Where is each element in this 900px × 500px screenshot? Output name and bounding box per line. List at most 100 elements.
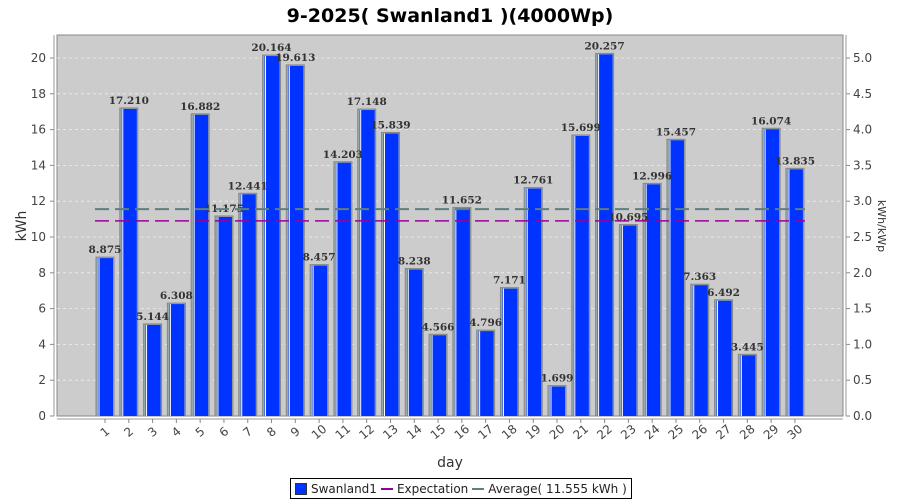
y-right-tick-label: 4.5 [853, 87, 872, 101]
bar-value-label: 7.363 [683, 271, 716, 283]
x-tick-label: 3 [145, 424, 160, 440]
bar [502, 288, 518, 416]
bar [764, 129, 780, 417]
plot-area [56, 34, 844, 417]
legend-swatch-expectation [380, 487, 393, 490]
x-tick-label: 22 [594, 422, 615, 443]
y-tick-label: 4 [38, 337, 46, 351]
x-tick-label: 29 [761, 422, 782, 443]
bar-value-label: 17.148 [347, 96, 387, 108]
bar [264, 56, 280, 417]
x-tick-label: 5 [193, 424, 208, 440]
x-tick-label: 15 [428, 422, 449, 443]
bar [359, 110, 375, 417]
y-axis-right-label: kWh/kWp [875, 200, 888, 252]
bar-value-label: 6.308 [160, 290, 193, 302]
bar [383, 133, 399, 416]
x-tick-label: 17 [475, 422, 496, 443]
legend: Swanland1 Expectation Average( 11.555 kW… [290, 478, 632, 499]
y-right-tick-label: 5.0 [853, 51, 872, 65]
bar-value-label: 16.882 [180, 101, 220, 113]
x-tick-label: 24 [642, 422, 663, 443]
bar [550, 386, 566, 416]
y-right-tick-label: 3.0 [853, 194, 872, 208]
y-right-tick-label: 0.0 [853, 409, 872, 423]
bar-value-label: 8.875 [89, 244, 122, 256]
y-tick-label: 18 [31, 87, 46, 101]
x-tick-label: 2 [121, 424, 136, 440]
bar-value-label: 12.441 [228, 180, 268, 192]
y-tick-label: 12 [31, 194, 46, 208]
bar-value-label: 15.699 [561, 122, 601, 134]
bar-value-label: 16.074 [751, 115, 791, 127]
y-right-tick-label: 3.5 [853, 158, 872, 172]
bar-value-label: 4.566 [422, 321, 455, 333]
bar [787, 169, 803, 416]
bar-value-label: 13.835 [775, 155, 815, 167]
bar [573, 135, 589, 416]
bar [169, 304, 185, 416]
legend-swatch-bar [295, 482, 307, 495]
x-tick-label: 25 [666, 422, 687, 443]
x-tick-label: 19 [523, 422, 544, 443]
bar-value-label: 8.238 [398, 256, 431, 268]
x-tick-label: 6 [217, 424, 232, 440]
x-tick-label: 11 [333, 422, 354, 443]
x-tick-label: 18 [499, 422, 520, 443]
bar-value-label: 6.492 [707, 287, 740, 299]
bar [454, 208, 470, 416]
bar-value-label: 1.699 [541, 373, 574, 385]
bar-value-label: 15.839 [370, 119, 410, 131]
bar-value-label: 3.445 [731, 341, 764, 353]
legend-item: Swanland1 [311, 481, 377, 496]
bar [98, 258, 113, 416]
bar [145, 324, 161, 416]
x-tick-label: 20 [547, 422, 568, 443]
bar [121, 108, 137, 416]
bar [335, 162, 351, 416]
bar-value-label: 14.203 [323, 149, 363, 161]
bar-value-label: 5.144 [136, 311, 169, 323]
bar [193, 114, 209, 417]
bar [621, 225, 637, 416]
x-tick-label: 9 [288, 424, 303, 440]
legend-item: Average( 11.555 kWh ) [488, 481, 627, 496]
y-right-tick-label: 4.0 [853, 123, 872, 137]
bar-value-label: 19.613 [275, 52, 315, 64]
x-tick-label: 27 [713, 422, 734, 443]
x-tick-label: 16 [451, 422, 472, 443]
x-tick-label: 8 [264, 424, 279, 440]
y-tick-label: 20 [31, 51, 46, 65]
chart-title: 9-2025( Swanland1 )(4000Wp) [287, 5, 614, 27]
bar-value-label: 7.171 [493, 275, 526, 287]
x-tick-label: 14 [404, 422, 425, 443]
y-axis-label: kWh [14, 211, 30, 242]
bar-value-label: 10.695 [608, 212, 648, 224]
legend-swatch-average [472, 487, 485, 490]
y-tick-label: 10 [31, 230, 46, 244]
y-right-tick-label: 2.0 [853, 266, 872, 280]
bar-value-label: 4.796 [469, 317, 502, 329]
bar [716, 300, 732, 416]
bar-value-label: 17.210 [109, 95, 149, 107]
bar-value-label: 8.457 [303, 252, 336, 264]
bar [407, 269, 423, 416]
bar-value-label: 20.164 [251, 42, 291, 54]
bar [478, 331, 494, 416]
x-tick-label: 23 [618, 422, 639, 443]
bar-value-label: 12.996 [632, 170, 672, 182]
x-tick-label: 21 [570, 422, 591, 443]
bar [240, 194, 256, 416]
bar [740, 355, 756, 416]
y-tick-label: 0 [38, 409, 46, 423]
x-tick-label: 4 [169, 424, 184, 440]
bar-value-label: 12.761 [513, 175, 553, 187]
bar [526, 188, 542, 416]
x-tick-label: 30 [785, 422, 806, 443]
y-tick-label: 2 [38, 373, 46, 387]
y-right-tick-label: 1.5 [853, 302, 872, 316]
legend-item: Expectation [396, 481, 469, 496]
x-tick-label: 28 [737, 422, 758, 443]
x-tick-label: 26 [689, 422, 710, 443]
